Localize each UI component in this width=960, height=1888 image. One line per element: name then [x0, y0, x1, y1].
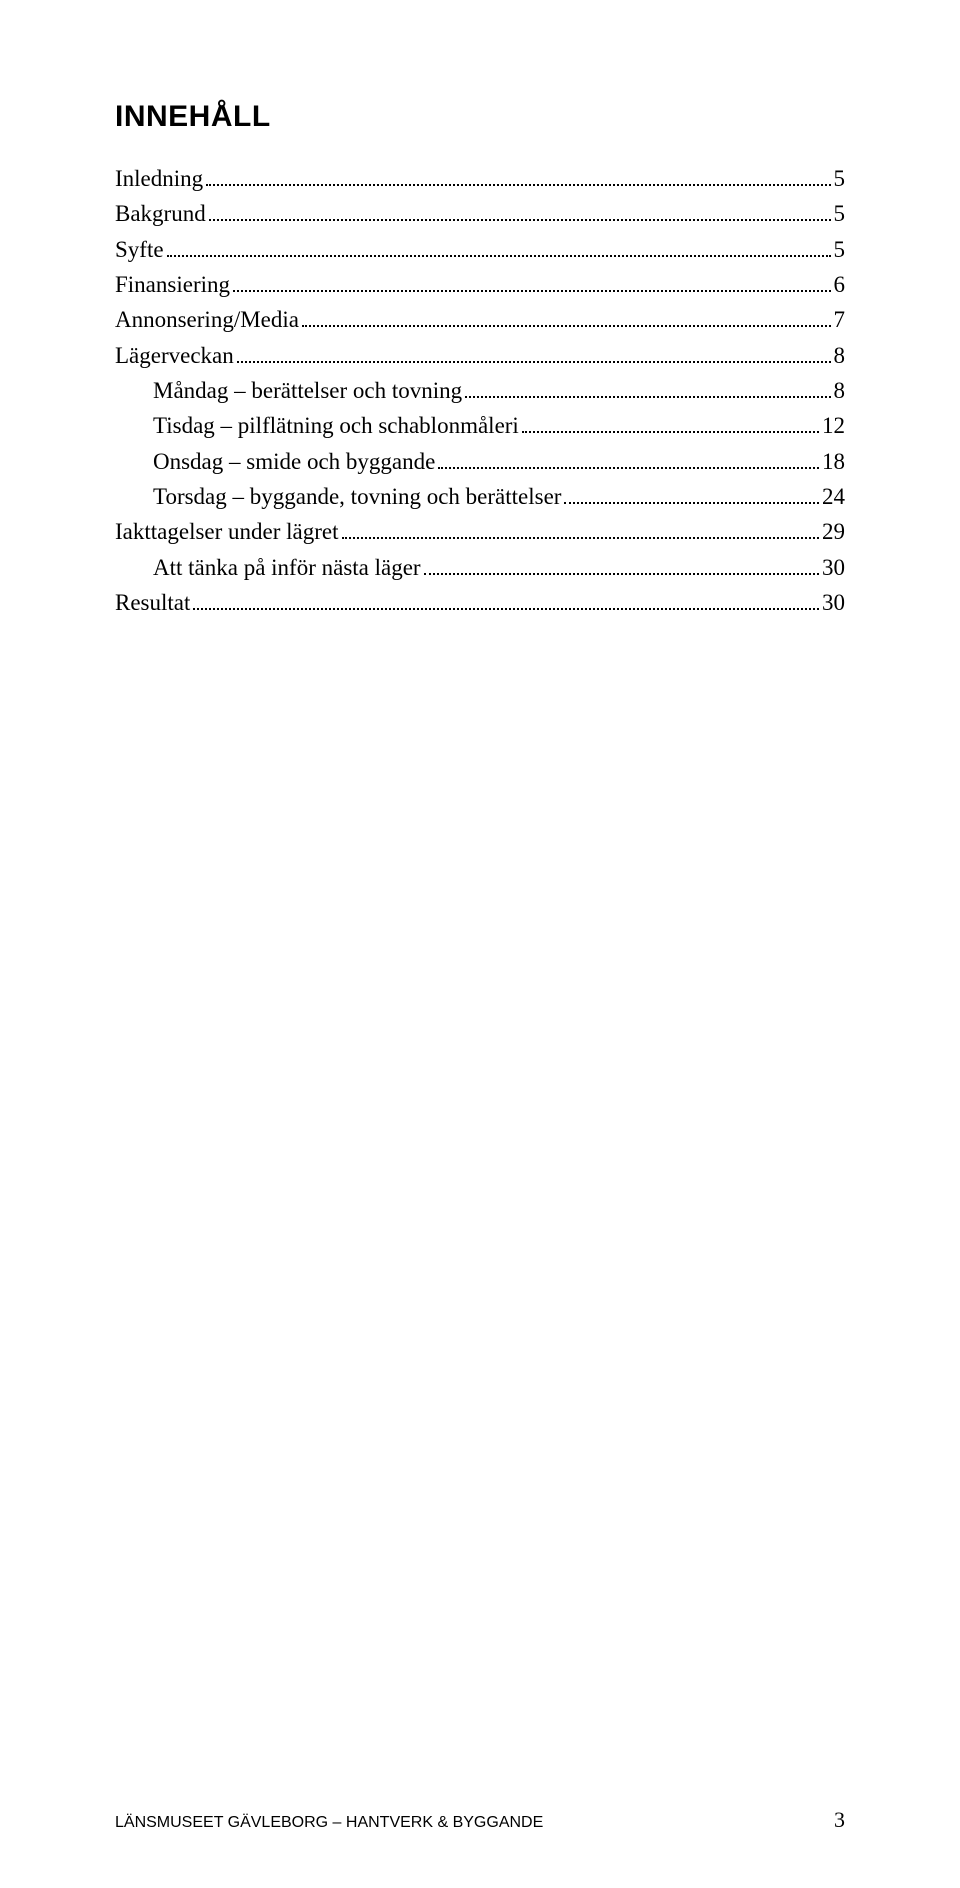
toc-entry-page: 8 — [834, 374, 846, 407]
toc-entry-label: Iakttagelser under lägret — [115, 515, 339, 548]
toc-leader-dots — [424, 573, 819, 575]
page-footer: LÄNSMUSEET GÄVLEBORG – HANTVERK & BYGGAN… — [115, 1807, 845, 1833]
toc-entry-label: Måndag – berättelser och tovning — [153, 374, 462, 407]
toc-entry: Lägerveckan 8 — [115, 339, 845, 372]
toc-entry-page: 12 — [822, 409, 845, 442]
toc-leader-dots — [167, 255, 831, 257]
toc-entry-page: 18 — [822, 445, 845, 478]
toc-entry-label: Onsdag – smide och byggande — [153, 445, 435, 478]
toc-entry-page: 7 — [834, 303, 846, 336]
toc-leader-dots — [206, 184, 830, 186]
toc-entry-label: Syfte — [115, 233, 164, 266]
toc-entry-label: Bakgrund — [115, 197, 206, 230]
toc-entry-page: 24 — [822, 480, 845, 513]
toc-leader-dots — [438, 467, 819, 469]
toc-entry: Bakgrund 5 — [115, 197, 845, 230]
toc-leader-dots — [342, 537, 820, 539]
toc-entry: Tisdag – pilflätning och schablonmåleri 1… — [115, 409, 845, 442]
footer-page-number: 3 — [834, 1807, 845, 1833]
toc-entry: Annonsering/Media 7 — [115, 303, 845, 336]
toc-entry-label: Inledning — [115, 162, 203, 195]
toc-entry: Torsdag – byggande, tovning och berättel… — [115, 480, 845, 513]
toc-leader-dots — [237, 361, 831, 363]
toc-entry-page: 6 — [834, 268, 846, 301]
toc-entry-label: Tisdag – pilflätning och schablonmåleri — [153, 409, 519, 442]
toc-leader-dots — [522, 431, 819, 433]
toc-leader-dots — [564, 502, 819, 504]
toc-entry-page: 5 — [834, 197, 846, 230]
toc-entry: Syfte 5 — [115, 233, 845, 266]
toc-leader-dots — [233, 290, 831, 292]
toc-entry: Att tänka på inför nästa läger 30 — [115, 551, 845, 584]
toc-entry-label: Torsdag – byggande, tovning och berättel… — [153, 480, 561, 513]
toc-entry-page: 5 — [834, 233, 846, 266]
toc-leader-dots — [193, 608, 819, 610]
toc-entry: Inledning 5 — [115, 162, 845, 195]
table-of-contents: Inledning5Bakgrund5Syfte5Finansiering6An… — [115, 162, 845, 619]
toc-entry-label: Resultat — [115, 586, 190, 619]
toc-entry: Resultat 30 — [115, 586, 845, 619]
toc-entry-label: Annonsering/Media — [115, 303, 299, 336]
toc-entry-label: Att tänka på inför nästa läger — [153, 551, 421, 584]
toc-entry-page: 30 — [822, 551, 845, 584]
toc-leader-dots — [465, 396, 830, 398]
toc-entry-page: 5 — [834, 162, 846, 195]
toc-leader-dots — [209, 219, 831, 221]
toc-entry: Finansiering 6 — [115, 268, 845, 301]
toc-entry: Måndag – berättelser och tovning 8 — [115, 374, 845, 407]
toc-leader-dots — [302, 325, 831, 327]
toc-entry: Iakttagelser under lägret 29 — [115, 515, 845, 548]
toc-entry-page: 29 — [822, 515, 845, 548]
toc-entry-label: Lägerveckan — [115, 339, 234, 372]
toc-entry-page: 30 — [822, 586, 845, 619]
footer-source: LÄNSMUSEET GÄVLEBORG – HANTVERK & BYGGAN… — [115, 1814, 543, 1832]
toc-entry-page: 8 — [834, 339, 846, 372]
toc-entry: Onsdag – smide och byggande 18 — [115, 445, 845, 478]
toc-entry-label: Finansiering — [115, 268, 230, 301]
page-title: INNEHÅLL — [115, 100, 845, 134]
